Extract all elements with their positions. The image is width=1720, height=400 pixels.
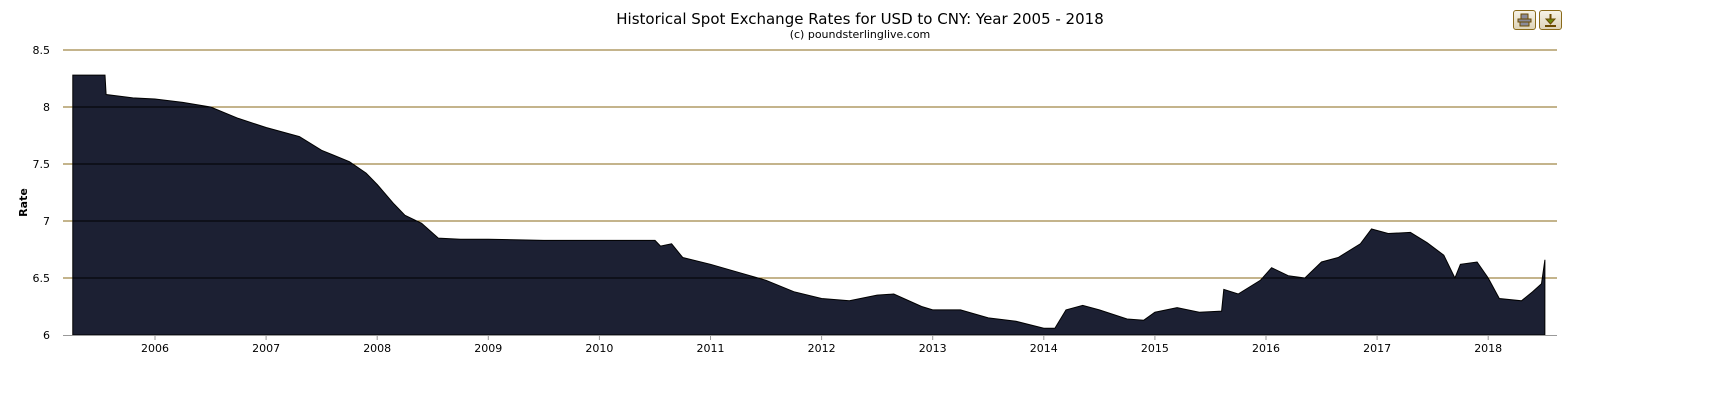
y-tick-label: 6 xyxy=(43,329,50,342)
x-tick-label: 2011 xyxy=(697,342,725,355)
download-button[interactable] xyxy=(1539,10,1562,30)
x-tick-label: 2014 xyxy=(1030,342,1058,355)
x-tick-label: 2008 xyxy=(363,342,391,355)
y-tick-label: 7 xyxy=(43,215,50,228)
x-tick-label: 2013 xyxy=(919,342,947,355)
y-tick-label: 8.5 xyxy=(33,44,51,57)
y-tick-label: 6.5 xyxy=(33,272,51,285)
x-tick-label: 2010 xyxy=(585,342,613,355)
x-tick-label: 2012 xyxy=(808,342,836,355)
chart-title: Historical Spot Exchange Rates for USD t… xyxy=(616,10,1104,28)
print-icon xyxy=(1517,13,1532,27)
x-tick-label: 2016 xyxy=(1252,342,1280,355)
x-tick-label: 2015 xyxy=(1141,342,1169,355)
y-tick-label: 7.5 xyxy=(33,158,51,171)
x-tick-label: 2007 xyxy=(252,342,280,355)
chart-subtitle: (c) poundsterlinglive.com xyxy=(789,28,931,41)
x-tick-label: 2018 xyxy=(1474,342,1502,355)
print-button[interactable] xyxy=(1513,10,1536,30)
y-axis-label: Rate xyxy=(17,188,30,217)
x-tick-label: 2006 xyxy=(141,342,169,355)
x-tick-label: 2009 xyxy=(474,342,502,355)
download-icon xyxy=(1544,14,1557,27)
x-tick-label: 2017 xyxy=(1363,342,1391,355)
area-series-USD/CNY xyxy=(72,74,1546,336)
y-tick-label: 8 xyxy=(43,101,50,114)
